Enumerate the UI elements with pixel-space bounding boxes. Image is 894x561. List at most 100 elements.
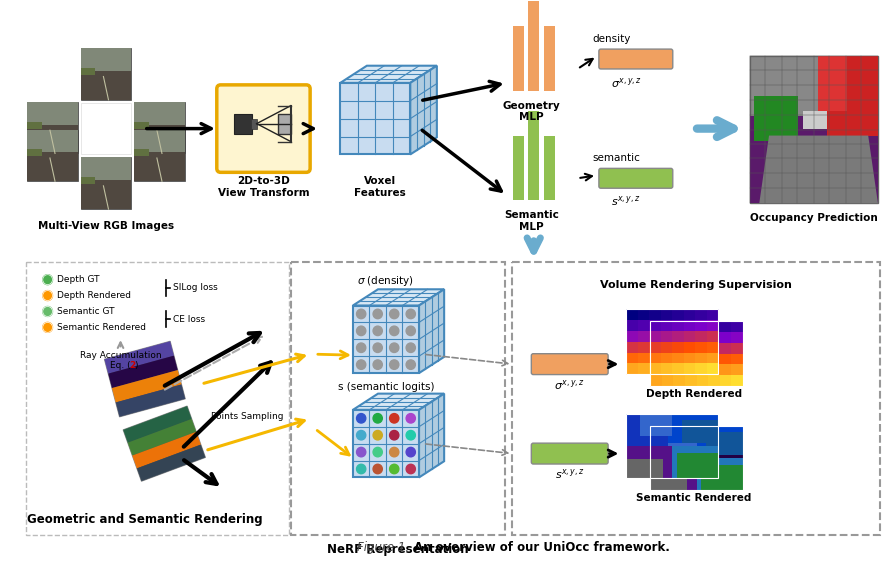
FancyBboxPatch shape bbox=[27, 149, 42, 157]
FancyBboxPatch shape bbox=[662, 353, 674, 365]
FancyBboxPatch shape bbox=[651, 321, 743, 386]
FancyBboxPatch shape bbox=[626, 352, 638, 364]
Text: An overview of our UniOcc framework.: An overview of our UniOcc framework. bbox=[414, 540, 670, 554]
FancyBboxPatch shape bbox=[661, 331, 673, 342]
FancyBboxPatch shape bbox=[134, 153, 185, 181]
FancyBboxPatch shape bbox=[651, 471, 687, 490]
FancyBboxPatch shape bbox=[531, 443, 608, 464]
FancyBboxPatch shape bbox=[677, 453, 719, 479]
Circle shape bbox=[43, 306, 53, 316]
FancyBboxPatch shape bbox=[637, 310, 650, 321]
FancyBboxPatch shape bbox=[599, 49, 673, 69]
FancyBboxPatch shape bbox=[626, 320, 638, 332]
Text: Multi-View RGB Images: Multi-View RGB Images bbox=[38, 221, 174, 231]
Circle shape bbox=[357, 360, 366, 369]
Polygon shape bbox=[123, 406, 191, 443]
FancyBboxPatch shape bbox=[661, 310, 673, 321]
FancyBboxPatch shape bbox=[696, 343, 709, 354]
FancyBboxPatch shape bbox=[720, 321, 731, 333]
FancyBboxPatch shape bbox=[637, 320, 650, 332]
Polygon shape bbox=[132, 432, 201, 468]
Text: Geometry
MLP: Geometry MLP bbox=[503, 101, 561, 122]
FancyBboxPatch shape bbox=[651, 365, 662, 376]
FancyBboxPatch shape bbox=[696, 352, 707, 364]
FancyBboxPatch shape bbox=[684, 364, 696, 375]
FancyBboxPatch shape bbox=[672, 342, 684, 353]
FancyBboxPatch shape bbox=[662, 375, 674, 387]
FancyBboxPatch shape bbox=[637, 352, 650, 364]
FancyBboxPatch shape bbox=[661, 320, 673, 332]
FancyBboxPatch shape bbox=[134, 125, 185, 154]
Circle shape bbox=[357, 413, 366, 423]
Text: Semantic Rendered: Semantic Rendered bbox=[637, 493, 752, 503]
Text: Occupancy Prediction: Occupancy Prediction bbox=[750, 213, 878, 223]
FancyBboxPatch shape bbox=[27, 102, 78, 125]
Text: Semantic Rendered: Semantic Rendered bbox=[57, 323, 147, 332]
FancyBboxPatch shape bbox=[599, 168, 673, 188]
FancyBboxPatch shape bbox=[684, 331, 696, 342]
FancyBboxPatch shape bbox=[672, 310, 684, 321]
FancyBboxPatch shape bbox=[755, 96, 798, 140]
FancyBboxPatch shape bbox=[696, 320, 707, 332]
Circle shape bbox=[357, 447, 366, 457]
Text: Depth Rendered: Depth Rendered bbox=[57, 291, 131, 300]
Circle shape bbox=[390, 309, 399, 319]
FancyBboxPatch shape bbox=[234, 114, 252, 134]
FancyBboxPatch shape bbox=[684, 352, 696, 364]
Circle shape bbox=[373, 413, 383, 423]
Text: Geometric and Semantic Rendering: Geometric and Semantic Rendering bbox=[27, 513, 263, 526]
FancyBboxPatch shape bbox=[27, 125, 78, 154]
Polygon shape bbox=[353, 289, 444, 306]
FancyBboxPatch shape bbox=[513, 26, 524, 91]
Text: Points Sampling: Points Sampling bbox=[211, 412, 283, 421]
FancyBboxPatch shape bbox=[673, 321, 686, 333]
Circle shape bbox=[406, 465, 416, 473]
FancyBboxPatch shape bbox=[651, 332, 662, 343]
Circle shape bbox=[390, 447, 399, 457]
FancyBboxPatch shape bbox=[134, 102, 185, 125]
FancyBboxPatch shape bbox=[626, 446, 672, 479]
FancyBboxPatch shape bbox=[708, 332, 721, 343]
Polygon shape bbox=[112, 370, 181, 402]
Text: $\sigma^{x,y,z}$: $\sigma^{x,y,z}$ bbox=[611, 76, 642, 90]
FancyBboxPatch shape bbox=[673, 332, 686, 343]
FancyBboxPatch shape bbox=[696, 321, 709, 333]
Circle shape bbox=[373, 343, 383, 352]
FancyBboxPatch shape bbox=[731, 365, 743, 376]
Text: CE loss: CE loss bbox=[173, 315, 205, 324]
FancyBboxPatch shape bbox=[661, 352, 673, 364]
Circle shape bbox=[390, 413, 399, 423]
Text: Eq. (: Eq. ( bbox=[110, 361, 131, 370]
Circle shape bbox=[43, 275, 53, 284]
FancyBboxPatch shape bbox=[651, 343, 662, 354]
FancyBboxPatch shape bbox=[696, 458, 743, 490]
Circle shape bbox=[390, 343, 399, 352]
Text: Figure 1.: Figure 1. bbox=[358, 540, 409, 554]
Polygon shape bbox=[115, 384, 185, 417]
FancyBboxPatch shape bbox=[696, 364, 707, 375]
Text: Depth Rendered: Depth Rendered bbox=[646, 389, 742, 399]
Circle shape bbox=[43, 323, 53, 332]
FancyBboxPatch shape bbox=[685, 343, 697, 354]
FancyBboxPatch shape bbox=[672, 446, 719, 479]
FancyBboxPatch shape bbox=[707, 310, 719, 321]
FancyBboxPatch shape bbox=[749, 116, 878, 203]
Circle shape bbox=[373, 430, 383, 440]
Circle shape bbox=[390, 326, 399, 335]
FancyBboxPatch shape bbox=[696, 365, 709, 376]
FancyBboxPatch shape bbox=[216, 85, 310, 172]
FancyBboxPatch shape bbox=[708, 365, 721, 376]
Text: 2: 2 bbox=[129, 361, 135, 370]
Circle shape bbox=[406, 309, 416, 319]
FancyBboxPatch shape bbox=[707, 364, 719, 375]
FancyBboxPatch shape bbox=[80, 177, 96, 184]
FancyBboxPatch shape bbox=[134, 149, 148, 157]
FancyBboxPatch shape bbox=[706, 432, 743, 455]
Polygon shape bbox=[353, 394, 444, 410]
FancyBboxPatch shape bbox=[673, 343, 686, 354]
FancyBboxPatch shape bbox=[651, 321, 662, 333]
FancyBboxPatch shape bbox=[626, 331, 638, 342]
FancyBboxPatch shape bbox=[544, 26, 554, 91]
FancyBboxPatch shape bbox=[513, 136, 524, 200]
Circle shape bbox=[406, 360, 416, 369]
